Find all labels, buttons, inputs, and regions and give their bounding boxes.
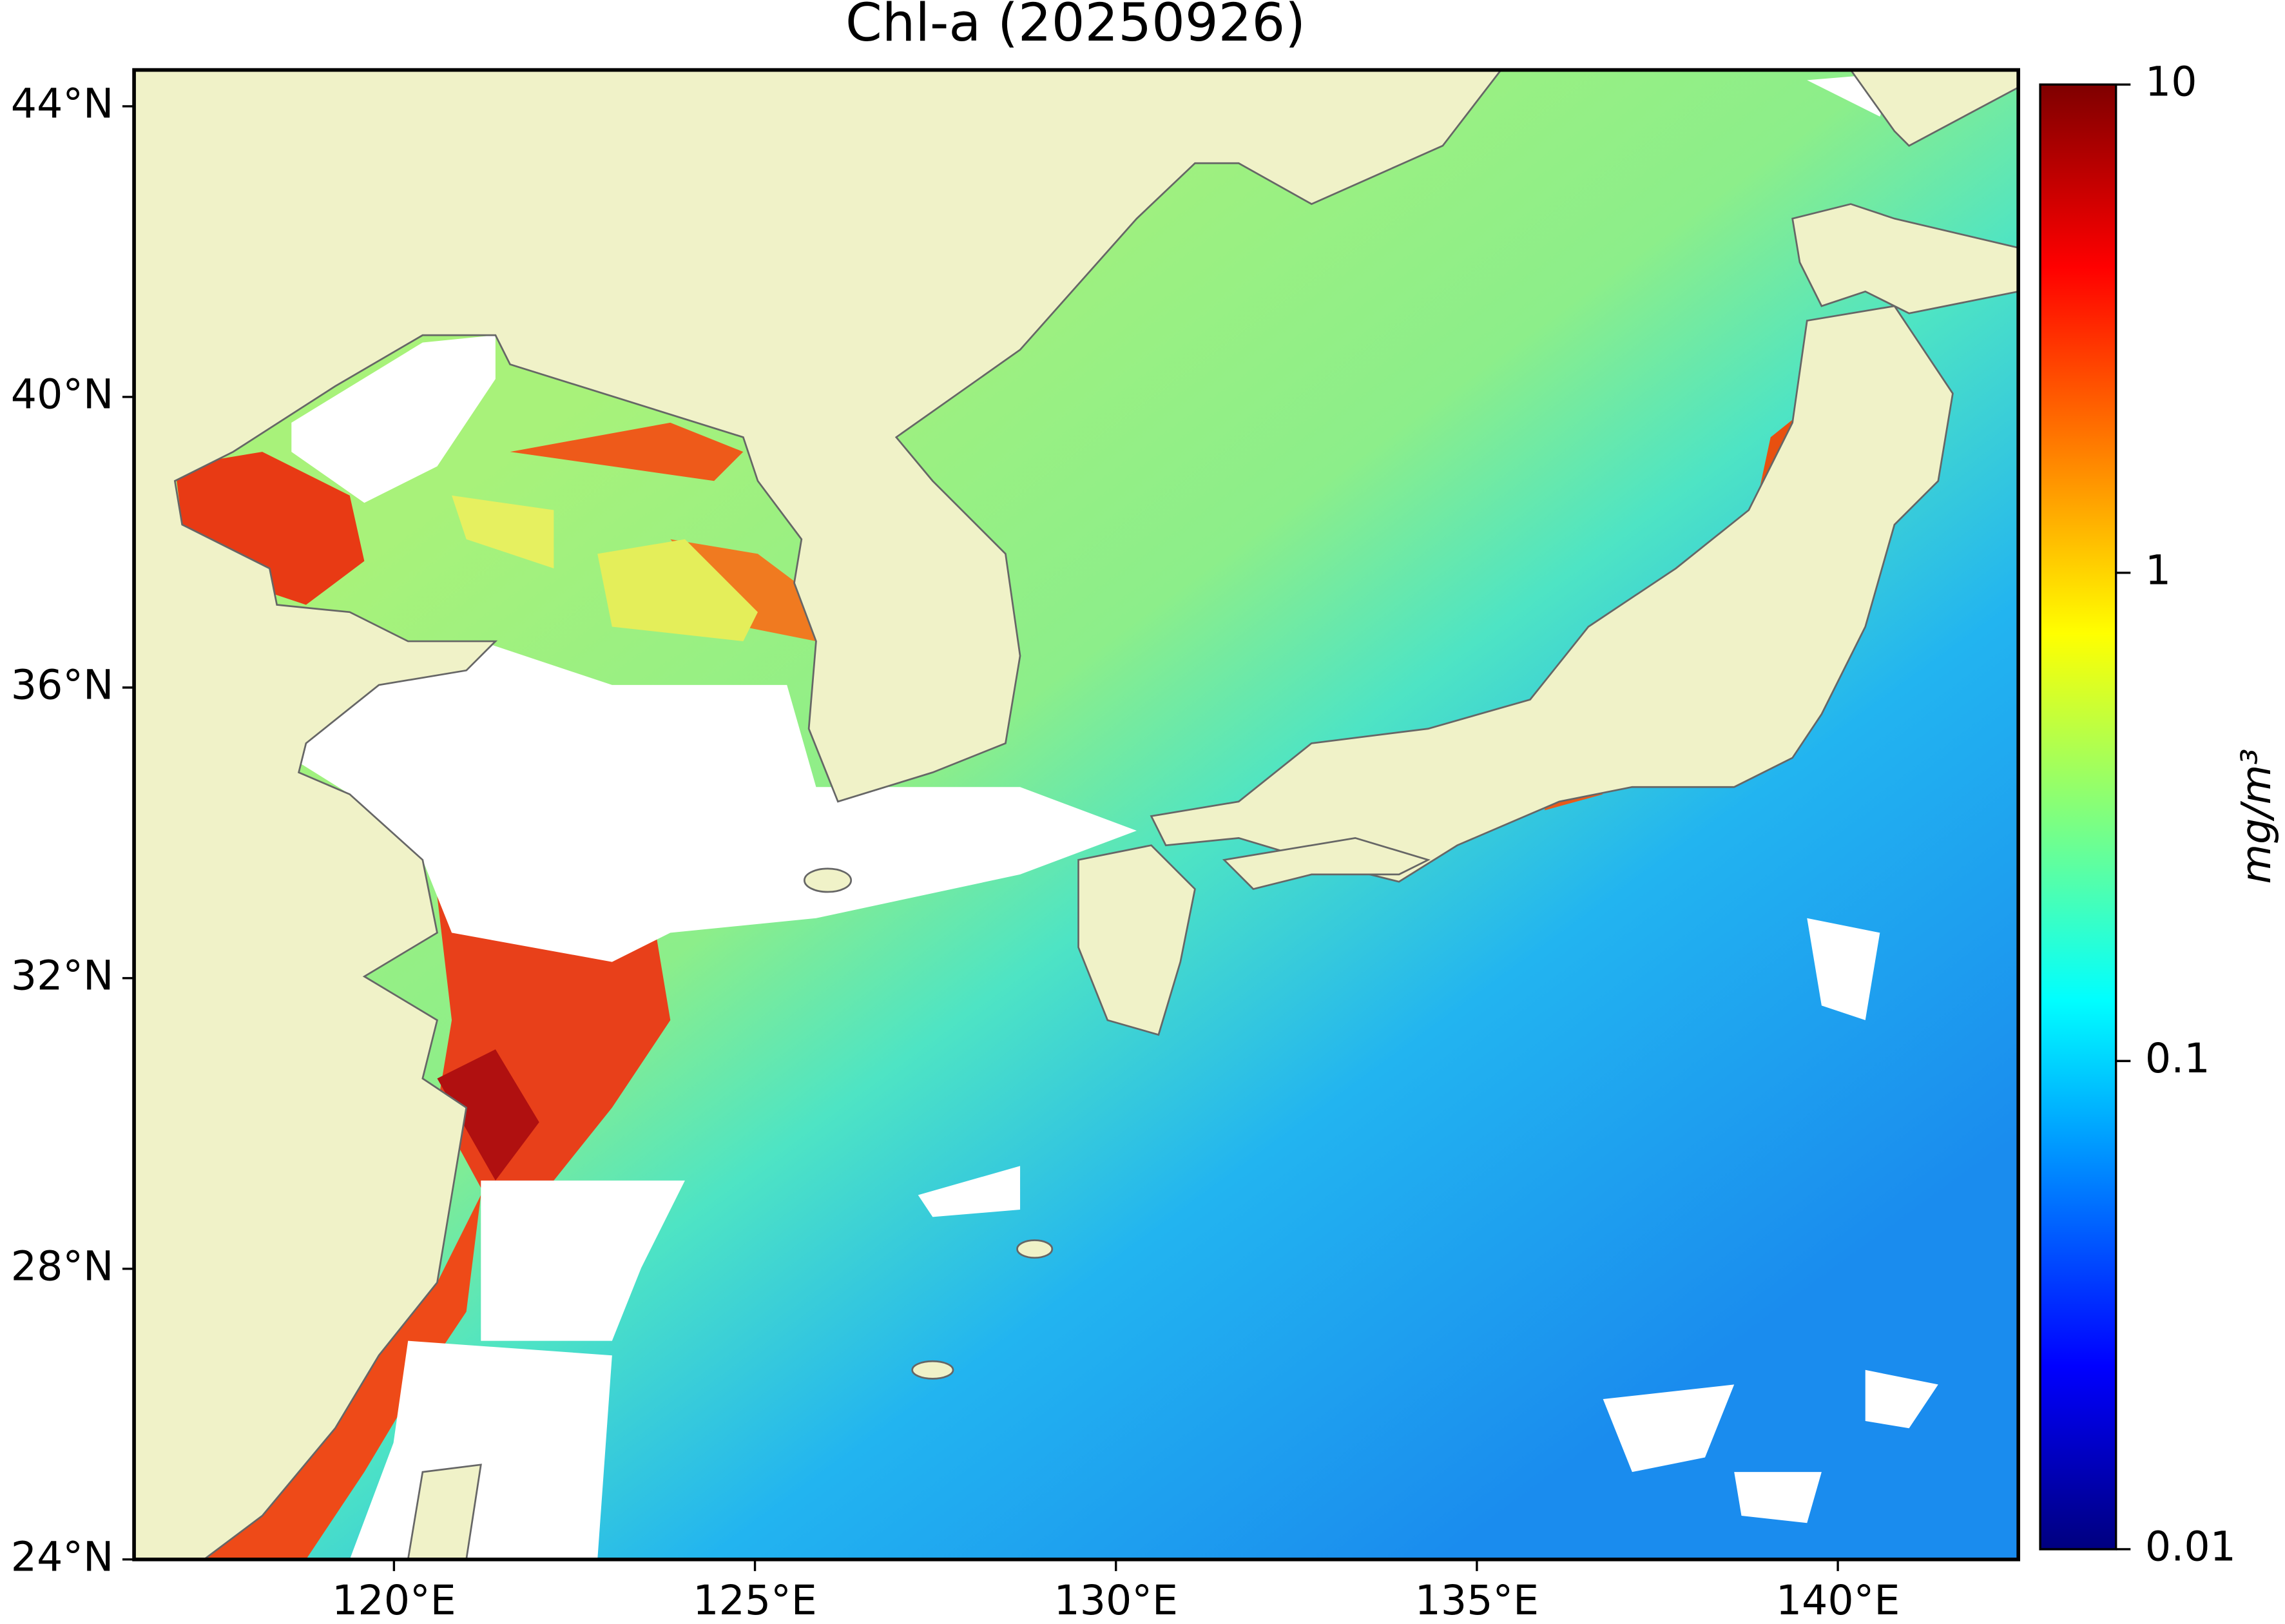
colorbar-label: mg/m³ (2232, 748, 2280, 884)
bloom (204, 1195, 481, 1560)
colorbar-tick-label: 1 (2145, 546, 2171, 594)
no-data (349, 1340, 612, 1560)
colorbar-tick-label: 0.1 (2145, 1034, 2210, 1082)
no-data (918, 1166, 1021, 1217)
colorbar (2039, 83, 2117, 1551)
map (134, 70, 2019, 1560)
no-data (1734, 1472, 1822, 1523)
land (1077, 844, 1196, 1036)
land (1791, 203, 2019, 314)
land (1016, 1239, 1054, 1259)
y-tick-label: 32°N (11, 951, 114, 999)
colorbar-tick-label: 10 (2145, 58, 2197, 106)
y-tick-label: 28°N (11, 1242, 114, 1290)
x-tick-label: 140°E (1776, 1576, 1900, 1624)
land (134, 70, 1503, 1560)
bloom (510, 422, 744, 481)
y-tick-label: 24°N (11, 1532, 114, 1580)
bloom (175, 452, 365, 605)
y-tick-label: 40°N (11, 370, 114, 418)
no-data (1865, 1369, 1938, 1429)
x-tick-label: 120°E (332, 1576, 456, 1624)
no-data (291, 335, 496, 503)
no-data (1603, 1384, 1735, 1473)
land (803, 867, 853, 893)
land (1222, 836, 1431, 891)
x-tick-label: 125°E (693, 1576, 817, 1624)
colorbar-tick-label: 0.01 (2145, 1523, 2236, 1571)
y-tick-label: 44°N (11, 80, 114, 128)
land (911, 1360, 954, 1380)
x-tick-label: 130°E (1054, 1576, 1178, 1624)
land (407, 1464, 482, 1560)
plot-frame (132, 68, 2021, 1561)
land (1849, 70, 2019, 147)
chart-title: Chl-a (20250926) (845, 0, 1306, 53)
no-data (481, 1180, 685, 1341)
bloom (452, 495, 554, 568)
figure: Chl-a (20250926) (11, 0, 2280, 1624)
bloom (437, 1049, 539, 1181)
y-tick-label: 36°N (11, 661, 114, 708)
x-tick-label: 135°E (1415, 1576, 1539, 1624)
no-data (291, 641, 1137, 962)
no-data (1807, 918, 1880, 1021)
bloom (597, 539, 758, 642)
